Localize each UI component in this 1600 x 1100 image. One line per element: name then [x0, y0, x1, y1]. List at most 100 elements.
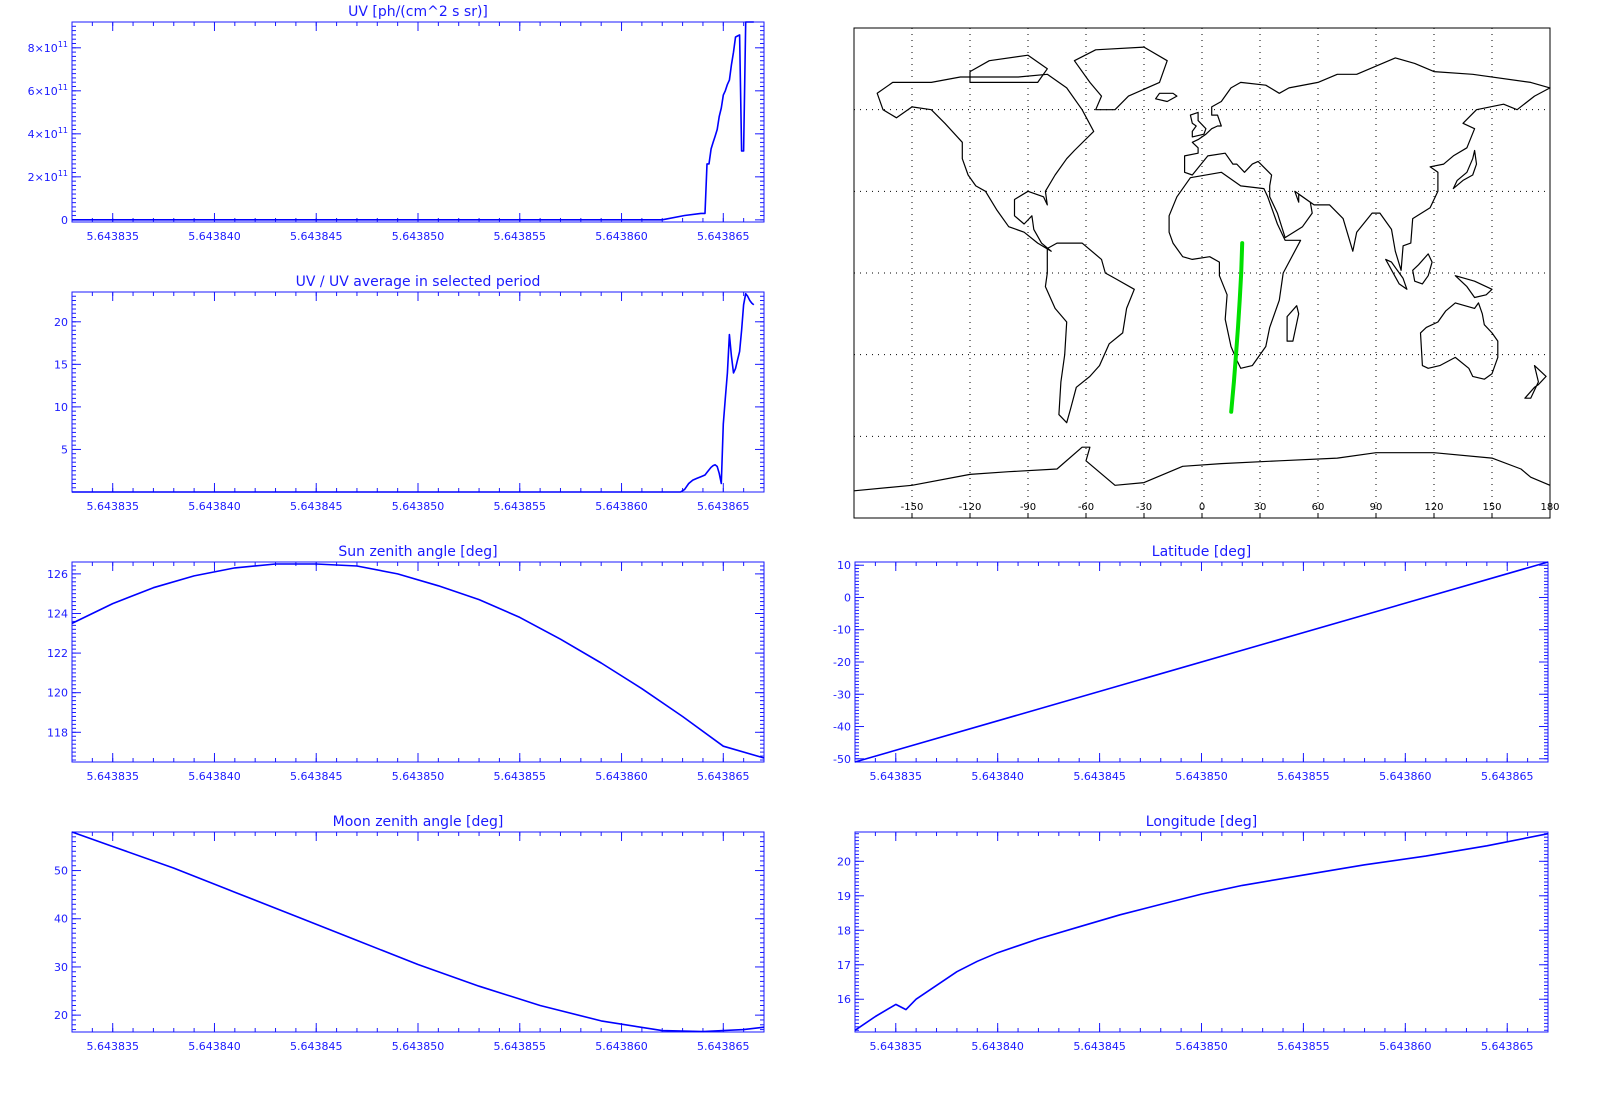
coastline-south-america — [1044, 242, 1135, 424]
uv-x-tick-label: 5.643860 — [595, 230, 648, 243]
latitude-series-line-0 — [854, 561, 1549, 763]
uv-y-tick-label: 2×1011 — [28, 169, 68, 184]
uv-y-tick-label: 8×1011 — [28, 40, 68, 55]
uv-ratio-y-tick-label: 5 — [61, 443, 68, 456]
sun-zenith-y-tick-label: 124 — [47, 607, 68, 620]
sun-zenith-x-tick-label: 5.643845 — [290, 770, 343, 783]
coastline-british-isles — [1189, 111, 1207, 138]
uv-ratio-series-line-0 — [72, 292, 755, 493]
longitude-x-tick-label: 5.643850 — [1175, 1040, 1228, 1053]
sun-zenith-x-tick-label: 5.643855 — [494, 770, 547, 783]
map-lon-tick-label: 90 — [1370, 502, 1383, 513]
map-lon-tick-label: -120 — [959, 502, 982, 513]
coastline-new-zealand — [1524, 365, 1547, 399]
coastline-australia — [1419, 302, 1499, 380]
latitude-y-tick-label: -30 — [833, 688, 851, 701]
tick-mantissa: 2 — [28, 171, 35, 184]
tick-mantissa: 4 — [28, 128, 35, 141]
uv-series-line-0 — [72, 21, 754, 221]
uv-x-tick-label: 5.643845 — [290, 230, 343, 243]
latitude-y-tick-label: 0 — [844, 591, 851, 604]
moon-zenith-y-tick-label: 40 — [54, 913, 68, 926]
latitude-x-tick-label: 5.643850 — [1175, 770, 1228, 783]
longitude-frame — [854, 831, 1549, 1033]
coastline-arctic-islands — [969, 54, 1048, 84]
map-lon-tick-label: 180 — [1540, 502, 1559, 513]
moon-zenith-x-tick-label: 5.643835 — [86, 1040, 139, 1053]
sun-zenith-x-tick-label: 5.643865 — [697, 770, 750, 783]
uv-ratio-frame — [71, 291, 765, 493]
moon-zenith-x-tick-label: 5.643850 — [392, 1040, 445, 1053]
coastline-eurasia — [1183, 57, 1551, 271]
tick-times-ten: ×10 — [35, 85, 58, 98]
uv-ratio-title: UV / UV average in selected period — [296, 274, 541, 290]
longitude-x-tick-label: 5.643840 — [971, 1040, 1024, 1053]
latitude-y-tick-label: -50 — [833, 753, 851, 766]
sun-zenith-frame — [71, 561, 765, 763]
longitude-x-tick-label: 5.643860 — [1379, 1040, 1432, 1053]
coastline-borneo — [1412, 253, 1433, 285]
latitude-x-tick-label: 5.643845 — [1073, 770, 1126, 783]
coastline-antarctica — [853, 446, 1551, 492]
sun-zenith-y-tick-label: 122 — [47, 647, 68, 660]
uv-x-tick-label: 5.643850 — [392, 230, 445, 243]
uv-ratio-panel: UV / UV average in selected period 5.6438… — [54, 274, 765, 513]
latitude-title: Latitude [deg] — [1152, 544, 1251, 560]
uv-panel: UV [ph/(cm^2 s sr)] 5.643835 5.643840 5.643… — [28, 4, 765, 243]
longitude-panel: Longitude [deg] 5.643835 5.643840 5.643845 5… — [837, 814, 1549, 1053]
map-lon-tick-label: -60 — [1078, 502, 1094, 513]
moon-zenith-x-tick-label: 5.643855 — [494, 1040, 547, 1053]
coastline-new-guinea — [1454, 275, 1493, 299]
uv-ratio-x-tick-label: 5.643835 — [86, 500, 139, 513]
uv-x-tick-label: 5.643835 — [86, 230, 139, 243]
sun-zenith-title: Sun zenith angle [deg] — [338, 544, 497, 560]
moon-zenith-panel: Moon zenith angle [deg] 5.643835 5.643840 5… — [54, 814, 765, 1053]
uv-ratio-y-tick-label: 15 — [54, 358, 68, 371]
coastline-africa — [1168, 171, 1302, 369]
latitude-y-tick-label: -10 — [833, 624, 851, 637]
sun-zenith-y-tick-label: 126 — [47, 568, 68, 581]
tick-exponent: 11 — [58, 169, 68, 178]
map-lon-tick-label: -150 — [901, 502, 924, 513]
tick-exponent: 11 — [58, 40, 68, 49]
sun-zenith-x-tick-label: 5.643860 — [595, 770, 648, 783]
coastline-north-america — [876, 73, 1095, 252]
sun-zenith-y-tick-label: 118 — [47, 726, 68, 739]
moon-zenith-series-line-0 — [71, 831, 765, 1033]
longitude-y-tick-label: 16 — [837, 993, 851, 1006]
uv-y-tick-label: 6×1011 — [28, 83, 68, 98]
longitude-x-tick-label: 5.643845 — [1073, 1040, 1126, 1053]
latitude-y-tick-label: 10 — [837, 559, 851, 572]
uv-ratio-x-tick-label: 5.643845 — [290, 500, 343, 513]
map-lon-tick-label: 0 — [1199, 502, 1205, 513]
sun-zenith-panel: Sun zenith angle [deg] 5.643835 5.643840 5.… — [47, 544, 765, 783]
longitude-series-line-0 — [854, 832, 1549, 1031]
map-lon-tick-label: 30 — [1254, 502, 1267, 513]
map-lon-tick-label: -30 — [1136, 502, 1152, 513]
sun-zenith-y-tick-label: 120 — [47, 687, 68, 700]
uv-y-tick-label: 4×1011 — [28, 126, 68, 141]
latitude-x-tick-label: 5.643865 — [1481, 770, 1534, 783]
uv-frame — [71, 21, 765, 223]
uv-ratio-x-tick-label: 5.643860 — [595, 500, 648, 513]
uv-ratio-x-tick-label: 5.643855 — [494, 500, 547, 513]
tick-exponent: 11 — [58, 83, 68, 92]
uv-ratio-y-tick-label: 20 — [54, 316, 68, 329]
longitude-title: Longitude [deg] — [1146, 814, 1257, 830]
sun-zenith-series-line-0 — [71, 563, 765, 759]
map-lon-tick-label: 60 — [1312, 502, 1325, 513]
longitude-y-tick-label: 20 — [837, 855, 851, 868]
uv-x-tick-label: 5.643840 — [188, 230, 241, 243]
tick-times-ten: ×10 — [35, 42, 58, 55]
coastline-iceland — [1154, 92, 1178, 103]
uv-ratio-x-tick-label: 5.643850 — [392, 500, 445, 513]
sun-zenith-x-tick-label: 5.643840 — [188, 770, 241, 783]
sun-zenith-x-tick-label: 5.643835 — [86, 770, 139, 783]
latitude-x-tick-label: 5.643840 — [971, 770, 1024, 783]
track-map-panel: -150 -120 -90 -60 -30 0 30 60 90 120 150 180 — [853, 27, 1560, 519]
moon-zenith-x-tick-label: 5.643860 — [595, 1040, 648, 1053]
latitude-y-tick-label: -40 — [833, 721, 851, 734]
map-lon-tick-label: 120 — [1424, 502, 1443, 513]
